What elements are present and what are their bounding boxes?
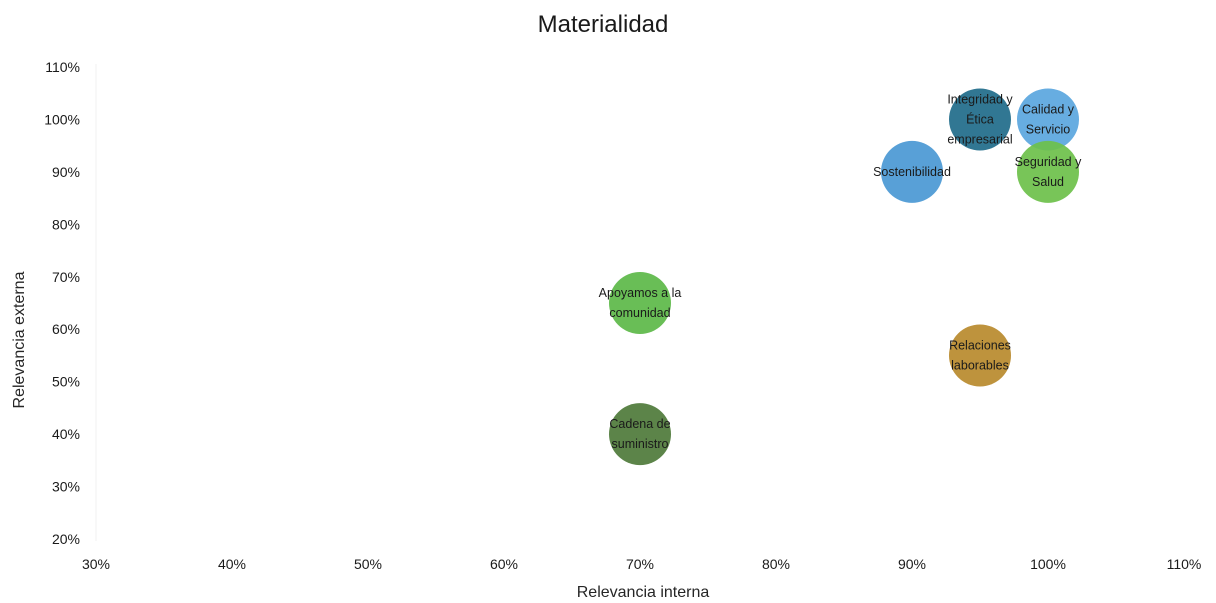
bubble-label: Relaciones xyxy=(949,338,1011,352)
bubble-point xyxy=(881,140,943,203)
bubble-label: Servicio xyxy=(1026,122,1071,136)
x-tick-label: 40% xyxy=(218,556,246,572)
x-tick-label: 30% xyxy=(82,556,110,572)
chart-title: Materialidad xyxy=(538,11,669,38)
bubble-label: Salud xyxy=(1032,175,1064,189)
x-tick-label: 50% xyxy=(354,556,382,572)
y-tick-label: 90% xyxy=(52,164,80,180)
x-tick-label: 90% xyxy=(898,556,926,572)
x-tick-label: 60% xyxy=(490,556,518,572)
x-axis-ticks: 30% 40% 50% 60% 70% 80% 90% 100% 110% xyxy=(82,556,1201,572)
bubble-point xyxy=(1017,140,1079,203)
y-tick-label: 60% xyxy=(52,321,80,337)
bubble-label: suministro xyxy=(612,437,669,451)
bubble-label: comunidad xyxy=(609,306,670,320)
bubble-point xyxy=(609,272,671,334)
bubble-label: Sostenibilidad xyxy=(873,165,951,179)
x-axis-title: Relevancia interna xyxy=(577,584,710,601)
bubble-label: empresarial xyxy=(947,132,1012,146)
bubble-label: laborables xyxy=(951,358,1009,372)
y-axis-title: Relevancia externa xyxy=(11,271,28,408)
y-tick-label: 80% xyxy=(52,216,80,232)
bubble-point xyxy=(1017,88,1079,151)
bubble-label: Integridad y xyxy=(947,92,1013,106)
y-tick-label: 40% xyxy=(52,426,80,442)
y-tick-label: 30% xyxy=(52,479,80,495)
y-tick-label: 100% xyxy=(44,111,80,127)
y-axis-ticks: 110% 100% 90% 80% 70% 60% 50% 40% 30% 20% xyxy=(44,59,80,547)
bubble-label: Ética xyxy=(966,111,994,126)
bubble-label: Cadena de xyxy=(609,417,670,431)
bubble-point xyxy=(949,324,1011,387)
bubble-point xyxy=(609,403,671,466)
x-tick-label: 100% xyxy=(1030,556,1066,572)
bubble-labels: Integridad y Ética empresarial Calidad y Ser… xyxy=(599,92,1082,451)
bubble-label: Calidad y xyxy=(1022,102,1075,116)
y-tick-label: 110% xyxy=(45,59,80,75)
y-tick-label: 70% xyxy=(52,269,80,285)
y-tick-label: 20% xyxy=(52,531,80,547)
x-tick-label: 80% xyxy=(762,556,790,572)
x-tick-label: 110% xyxy=(1167,556,1202,572)
bubble-label: Seguridad y xyxy=(1015,155,1082,169)
bubbles xyxy=(609,88,1079,466)
x-tick-label: 70% xyxy=(626,556,654,572)
bubble-point xyxy=(949,88,1011,151)
bubble-label: Apoyamos a la xyxy=(599,286,682,300)
y-tick-label: 50% xyxy=(52,374,80,390)
